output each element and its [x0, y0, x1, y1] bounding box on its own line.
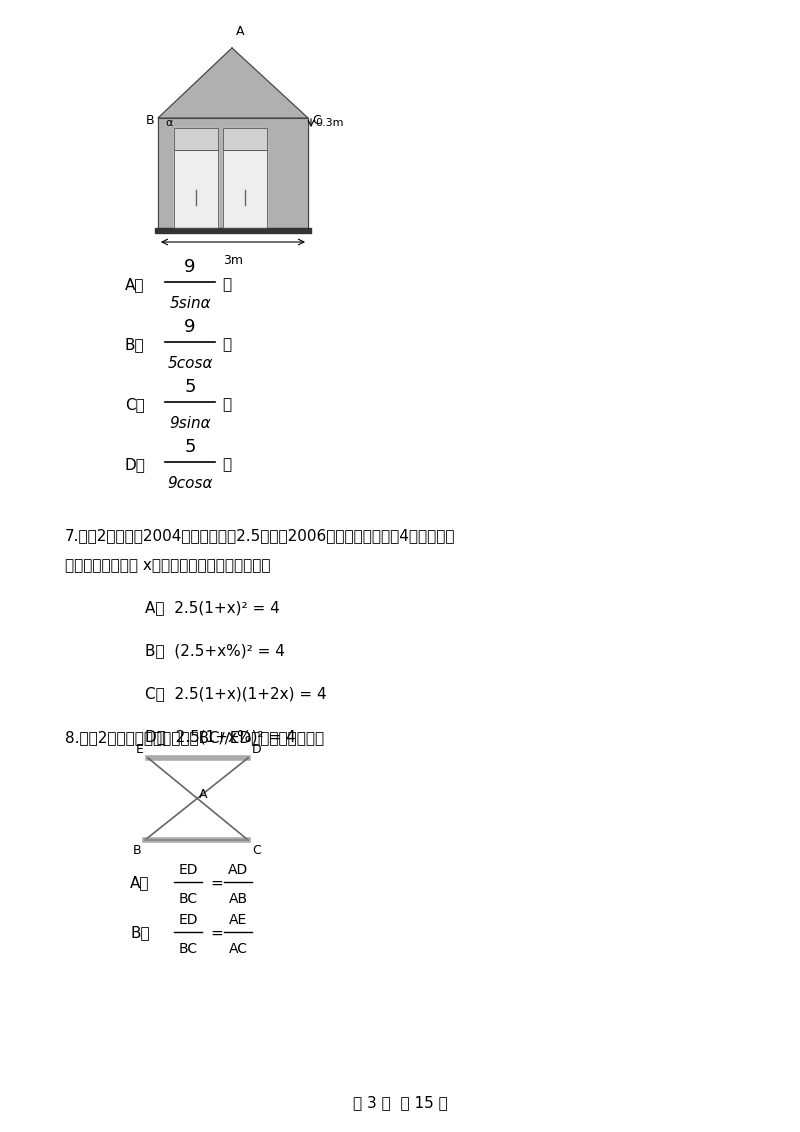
Text: 5cosα: 5cosα	[167, 355, 213, 371]
Text: 9: 9	[184, 318, 196, 336]
Text: D．  2.5(1+x%)² = 4: D． 2.5(1+x%)² = 4	[145, 729, 296, 744]
Text: 9sinα: 9sinα	[169, 415, 211, 431]
Text: 7.　（2分）某地2004年外贸收入为2.5亿元，2006年外贸收入达到了4亿元，若平: 7. （2分）某地2004年外贸收入为2.5亿元，2006年外贸收入达到了4亿元…	[65, 528, 455, 543]
Text: D: D	[252, 743, 262, 756]
Text: 5: 5	[184, 438, 196, 456]
Text: B．: B．	[125, 337, 145, 352]
Text: AE: AE	[229, 914, 247, 927]
Text: A．  2.5(1+x)² = 4: A． 2.5(1+x)² = 4	[145, 600, 280, 615]
Bar	[174, 128, 218, 151]
Text: 米: 米	[222, 337, 231, 352]
Text: =: =	[210, 926, 222, 941]
Text: BC: BC	[178, 892, 198, 906]
Text: α: α	[165, 118, 172, 128]
Text: 均每年的增长率为 x，则可以列出方程为（　　）: 均每年的增长率为 x，则可以列出方程为（ ）	[65, 558, 270, 573]
Text: 第 3 页  共 15 页: 第 3 页 共 15 页	[353, 1095, 447, 1110]
Text: B．: B．	[130, 926, 150, 941]
Text: 米: 米	[222, 397, 231, 412]
Bar	[158, 118, 308, 228]
Text: B: B	[132, 844, 141, 857]
Text: 9: 9	[184, 258, 196, 276]
Text: AD: AD	[228, 863, 248, 877]
Bar	[155, 228, 311, 233]
Text: =: =	[210, 875, 222, 891]
Text: 米: 米	[222, 457, 231, 472]
Text: C: C	[252, 844, 261, 857]
Text: C．: C．	[125, 397, 145, 412]
Text: B: B	[146, 113, 154, 127]
Bar	[174, 151, 218, 228]
Bar	[174, 151, 218, 228]
Text: AB: AB	[229, 892, 247, 906]
Polygon shape	[158, 48, 308, 118]
Text: 5sinα: 5sinα	[169, 295, 211, 311]
Bar	[223, 151, 267, 228]
Text: 9cosα: 9cosα	[167, 475, 213, 491]
Text: A: A	[199, 789, 207, 801]
Text: C．  2.5(1+x)(1+2x) = 4: C． 2.5(1+x)(1+2x) = 4	[145, 686, 326, 701]
Text: D．: D．	[125, 457, 146, 472]
Text: 米: 米	[222, 277, 231, 292]
Text: 3m: 3m	[223, 254, 243, 267]
Text: 0.3m: 0.3m	[315, 118, 343, 128]
Text: B．  (2.5+x%)² = 4: B． (2.5+x%)² = 4	[145, 643, 285, 658]
Text: A: A	[236, 25, 245, 38]
Text: 5: 5	[184, 378, 196, 396]
Text: 8.　（2分）如图，下列能判断BC∕∕ED的条件是（　　）: 8. （2分）如图，下列能判断BC∕∕ED的条件是（ ）	[65, 730, 324, 745]
Bar	[223, 128, 267, 151]
Bar	[158, 118, 308, 228]
Text: AC: AC	[229, 942, 247, 957]
Text: E: E	[136, 743, 144, 756]
Text: A．: A．	[130, 875, 150, 891]
Bar	[223, 128, 267, 151]
Text: C: C	[312, 113, 321, 127]
Bar	[223, 151, 267, 228]
Text: A．: A．	[125, 277, 145, 292]
Text: ED: ED	[178, 914, 198, 927]
Text: ED: ED	[178, 863, 198, 877]
Bar	[174, 128, 218, 151]
Text: BC: BC	[178, 942, 198, 957]
